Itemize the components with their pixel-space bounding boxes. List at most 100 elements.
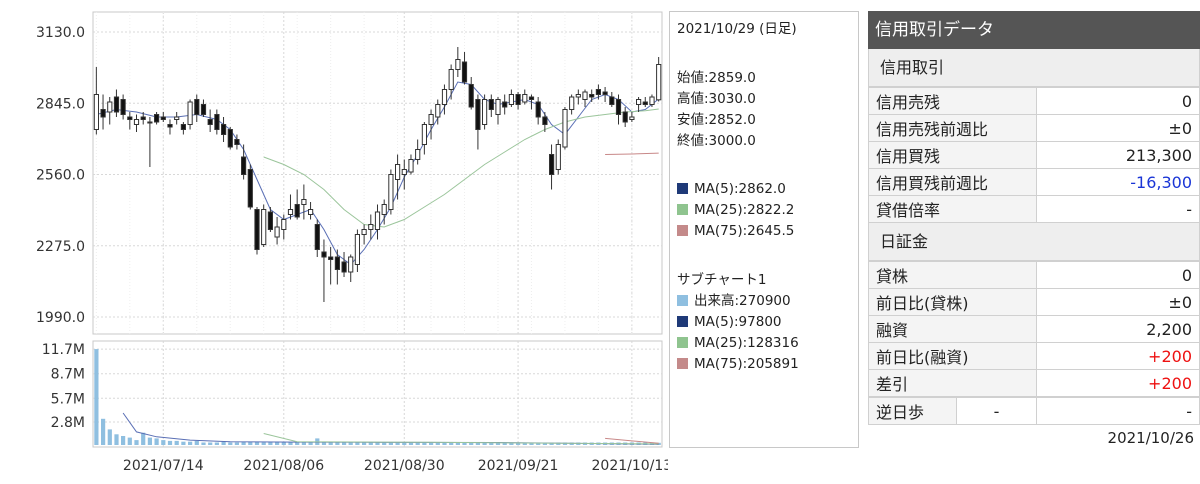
x-tick-label: 2021/09/21	[478, 458, 559, 474]
row-label: 前日比(融資)	[868, 342, 1037, 370]
info-low: 安値:2852.0	[677, 112, 756, 128]
candle-up	[562, 109, 568, 148]
volume-bar	[556, 442, 561, 445]
legend-ma75-label: MA(75):2645.5	[694, 223, 795, 239]
volume-bar	[241, 441, 246, 445]
candle-up	[569, 96, 575, 110]
volume-bar	[382, 442, 387, 445]
candle-down	[341, 261, 347, 273]
candle-up	[415, 149, 421, 160]
volume-bar	[509, 442, 514, 445]
candle-down	[154, 114, 160, 123]
candle-down	[140, 116, 146, 120]
volume-bar	[288, 442, 293, 445]
candle-down	[127, 116, 133, 120]
section-margin-trading: 信用取引	[868, 49, 1200, 87]
volume-tick-label: 8.7M	[51, 367, 85, 383]
volume-bar	[114, 434, 119, 445]
volume-bar	[201, 442, 206, 445]
candle-down	[549, 154, 555, 175]
volume-bar	[328, 442, 333, 445]
volume-bar	[402, 442, 407, 445]
candle-down	[234, 139, 240, 145]
candle-down	[120, 99, 126, 115]
candle-up	[147, 121, 153, 124]
candle-down	[475, 99, 481, 130]
volume-bar	[442, 442, 447, 445]
volume-bar	[489, 442, 494, 445]
price-tick-label: 2275.0	[36, 239, 85, 255]
legend-volume-label: 出来高:270900	[694, 293, 791, 309]
row-label: 融資	[868, 315, 1037, 343]
candle-down	[515, 94, 521, 105]
candle-down	[528, 96, 535, 100]
row-mid-value: -	[956, 397, 1037, 425]
table-row: 信用売残 0	[868, 87, 1200, 115]
volume-bar	[167, 440, 173, 445]
candle-up	[281, 219, 287, 230]
candle-up	[482, 99, 488, 125]
row-value: -16,300	[1036, 168, 1200, 196]
volume-bar	[301, 441, 306, 445]
candle-down	[321, 251, 327, 258]
volume-bar	[342, 442, 347, 445]
candle-up	[107, 101, 113, 113]
volume-bar	[375, 442, 380, 445]
row-value: ±0	[1036, 288, 1200, 316]
volume-bar	[408, 442, 414, 445]
candle-up	[636, 99, 642, 105]
candle-up	[374, 211, 381, 230]
candle-down	[595, 89, 601, 95]
volume-bar	[395, 442, 400, 445]
candle-down	[241, 156, 247, 175]
volume-bar	[469, 442, 474, 445]
volume-bar	[281, 442, 286, 445]
volume-bar	[308, 442, 313, 445]
candle-down	[535, 101, 541, 118]
volume-bar	[181, 441, 186, 445]
row-value: -	[1036, 195, 1200, 223]
volume-bar	[449, 442, 454, 445]
section-jsf: 日証金	[868, 223, 1200, 261]
info-date: 2021/10/29 (日足)	[677, 21, 797, 37]
volume-ma-line	[263, 433, 659, 445]
volume-bar	[141, 432, 146, 445]
row-value: +200	[1036, 342, 1200, 370]
volume-bar	[462, 442, 467, 445]
vma5-swatch-icon	[677, 316, 688, 327]
legend-ma25-label: MA(25):2822.2	[694, 202, 795, 218]
legend-ma25: MA(25):2822.2	[677, 200, 794, 221]
legend-vma75: MA(75):205891	[677, 354, 799, 375]
sub-chart-title: サブチャート1	[677, 272, 767, 288]
row-label: 信用買残前週比	[868, 168, 1037, 196]
candle-up	[408, 159, 414, 173]
legend-vma25-label: MA(25):128316	[694, 335, 799, 351]
price-ma-line	[605, 152, 659, 155]
row-label: 信用売残	[868, 87, 1037, 115]
volume-bar	[261, 442, 266, 445]
candle-up	[441, 89, 448, 105]
candle-down	[615, 99, 622, 115]
volume-bar	[188, 441, 193, 445]
row-label: 貸株	[868, 261, 1037, 289]
volume-bar	[228, 442, 233, 445]
candle-up	[656, 64, 662, 101]
table-row: 逆日歩 - -	[868, 397, 1200, 425]
row-label: 前日比(貸株)	[868, 288, 1037, 316]
price-plot-frame	[92, 11, 663, 335]
volume-bar	[475, 442, 480, 445]
row-value: 213,300	[1036, 141, 1200, 169]
legend-vma75-label: MA(75):205891	[694, 356, 799, 372]
volume-bar	[248, 441, 253, 445]
row-label: 差引	[868, 369, 1037, 397]
volume-bar	[388, 442, 393, 445]
candle-down	[167, 124, 173, 128]
table-row: 貸株 0	[868, 261, 1200, 289]
candle-down	[180, 124, 187, 130]
info-panel: 2021/10/29 (日足) 始値:2859.0 高値:3030.0 安値:2…	[669, 11, 859, 448]
vma25-swatch-icon	[677, 337, 688, 348]
volume-bar	[455, 442, 460, 445]
legend-volume: 出来高:270900	[677, 291, 791, 312]
row-label: 貸借倍率	[868, 195, 1037, 223]
candle-down	[254, 209, 260, 250]
